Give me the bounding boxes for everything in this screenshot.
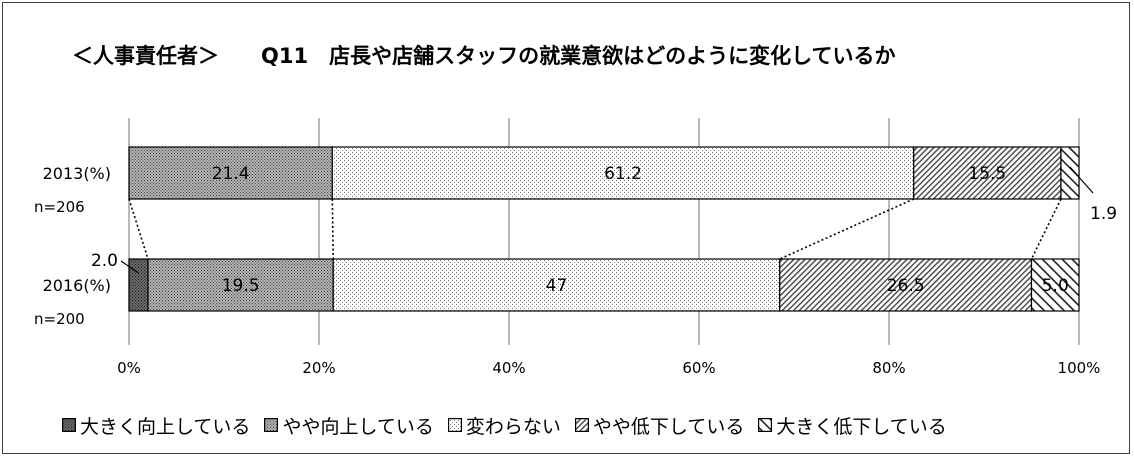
legend-label: 大きく向上している — [80, 415, 251, 438]
category-note: n=206 — [34, 198, 85, 216]
series-line — [128, 198, 149, 260]
category-label: 2016(%) — [43, 276, 111, 295]
data-label: 19.5 — [222, 276, 260, 296]
data-label: 26.5 — [887, 276, 925, 296]
legend-swatch — [758, 418, 773, 432]
data-label: 61.2 — [604, 164, 642, 184]
legend-swatch — [62, 418, 76, 432]
data-label: 5.0 — [1042, 276, 1069, 296]
legend-item: 大きく向上している — [62, 412, 250, 439]
bar-segment — [1030, 258, 1080, 312]
category-label: 2013(%) — [43, 164, 111, 183]
x-tick-label: 40% — [492, 359, 525, 377]
x-tick-label: 60% — [682, 359, 715, 377]
x-tick-label: 100% — [1058, 359, 1101, 377]
leader-line — [1069, 166, 1094, 194]
chart-title: ＜人事責任者＞ Q11 店長や店舗スタッフの就業意欲はどのように変化しているか — [72, 44, 896, 68]
legend-label: やや低下している — [592, 415, 745, 438]
legend-item: 大きく低下している — [758, 412, 947, 439]
chart-legend: 大きく向上している やや向上している 変わらない やや低下している 大きく低下している — [62, 410, 961, 440]
bar-segment — [1060, 146, 1080, 200]
data-label: 21.4 — [212, 164, 250, 184]
data-label: 47 — [546, 276, 568, 296]
category-note: n=200 — [34, 310, 85, 328]
legend-label: 変わらない — [465, 415, 561, 438]
legend-swatch — [264, 418, 279, 432]
leader-line — [120, 260, 139, 274]
bar-segment — [332, 258, 781, 312]
legend-label: 大きく低下している — [776, 415, 947, 438]
bar-segment — [913, 146, 1062, 200]
legend-item: やや向上している — [264, 412, 434, 439]
bar-segment — [331, 146, 915, 200]
x-tick-label: 20% — [302, 359, 335, 377]
legend-item: 変わらない — [447, 412, 561, 439]
bar-segment — [128, 258, 149, 312]
bar-segment — [779, 258, 1033, 312]
x-tick-label: 80% — [872, 359, 905, 377]
bar-segment — [128, 146, 333, 200]
legend-item: やや低下している — [574, 412, 745, 439]
legend-label: やや向上している — [282, 415, 434, 438]
bar-segment — [147, 258, 334, 312]
legend-swatch — [447, 418, 462, 432]
series-line — [779, 198, 915, 260]
data-label: 15.5 — [968, 164, 1006, 184]
x-tick-label: 0% — [117, 359, 141, 377]
data-label: 2.0 — [91, 251, 118, 271]
series-line — [331, 198, 335, 260]
legend-swatch — [574, 418, 589, 432]
series-line — [1030, 198, 1062, 260]
data-label: 1.9 — [1090, 204, 1117, 224]
